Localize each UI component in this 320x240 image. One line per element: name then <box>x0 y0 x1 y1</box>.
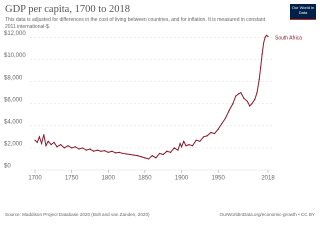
point <box>264 36 266 39</box>
point <box>180 146 183 148</box>
point <box>45 145 47 147</box>
point <box>122 152 124 155</box>
point <box>155 157 157 159</box>
y-tick-label: $10,000 <box>4 53 26 59</box>
point <box>67 145 69 147</box>
x-tick-label: 1800 <box>102 176 116 182</box>
source: Source: Maddison Project Database 2020 (… <box>5 212 150 217</box>
point <box>191 145 194 147</box>
point <box>114 152 117 154</box>
point <box>258 78 260 81</box>
page: GDP per capita, 1700 to 2018 This data i… <box>4 4 316 217</box>
point <box>173 147 175 149</box>
point <box>238 93 240 95</box>
x-tick-label: 1850 <box>138 176 152 182</box>
point <box>243 97 245 99</box>
point <box>82 147 84 149</box>
point <box>40 142 43 145</box>
point <box>213 132 216 135</box>
point <box>162 153 164 156</box>
x-tick-label: 1700 <box>28 176 42 182</box>
series-line <box>34 34 269 160</box>
point <box>260 66 262 68</box>
point <box>199 140 201 142</box>
y-tick-label: $2,000 <box>4 141 23 147</box>
point <box>188 144 190 146</box>
point <box>217 128 219 130</box>
point <box>254 98 256 100</box>
point <box>183 140 185 142</box>
x-tick-label: 2018 <box>261 176 275 182</box>
point <box>118 151 120 153</box>
credit[interactable]: OurWorldInData.org/economic-growth • CC … <box>219 212 315 217</box>
point <box>129 153 131 156</box>
point <box>107 151 109 153</box>
point <box>251 103 253 105</box>
point <box>240 92 242 94</box>
point <box>158 152 161 155</box>
x-tick-label: 1900 <box>175 176 189 182</box>
point <box>210 131 212 134</box>
point <box>144 157 146 159</box>
point <box>60 144 62 146</box>
chart-title: GDP per capita, 1700 to 2018 <box>5 4 131 15</box>
point <box>140 156 142 158</box>
point <box>202 136 205 138</box>
point <box>50 144 52 146</box>
point <box>38 136 40 138</box>
y-tick-label: $12,000 <box>4 31 26 37</box>
point <box>133 154 135 156</box>
point <box>71 147 73 149</box>
point <box>63 147 65 149</box>
point <box>53 141 55 143</box>
point <box>43 134 45 136</box>
x-tick-label: 1950 <box>211 176 225 182</box>
point <box>111 150 113 152</box>
point <box>104 150 106 152</box>
point <box>246 100 249 103</box>
point <box>166 150 168 152</box>
point <box>195 139 197 141</box>
y-tick-label: $4,000 <box>4 119 23 125</box>
point <box>151 155 153 157</box>
point <box>34 139 36 141</box>
y-tick-label: $8,000 <box>4 75 23 81</box>
point <box>235 95 237 97</box>
point <box>224 117 227 119</box>
point <box>228 109 230 111</box>
point <box>267 35 269 38</box>
x-tick-label: 1750 <box>65 176 79 182</box>
point <box>179 142 181 145</box>
point <box>36 141 38 143</box>
y-tick-label: $6,000 <box>4 97 23 103</box>
point <box>177 149 179 151</box>
point <box>206 135 208 137</box>
point <box>221 123 223 125</box>
point <box>261 53 263 55</box>
point <box>78 148 80 150</box>
point <box>147 158 150 160</box>
chart-subtitle: This data is adjusted for differences in… <box>5 17 266 30</box>
point <box>256 92 258 94</box>
point <box>136 155 139 157</box>
point <box>125 153 128 155</box>
point <box>232 103 234 105</box>
point <box>96 149 98 151</box>
y-tick-label: $0 <box>4 164 11 170</box>
point <box>249 105 251 107</box>
point <box>100 150 102 152</box>
point <box>185 145 187 147</box>
point <box>89 148 91 150</box>
point <box>169 151 172 153</box>
point <box>265 34 268 36</box>
point <box>93 150 95 152</box>
point <box>263 42 265 44</box>
logo[interactable]: Our World in Data <box>290 4 316 20</box>
series-label: South Africa <box>275 36 302 42</box>
point <box>56 146 58 148</box>
chart: $0 $2,000 $4,000 $6,000 $8,000 $10,000 $12,000… <box>4 31 302 182</box>
point <box>47 140 49 142</box>
point <box>74 146 76 148</box>
point <box>85 149 87 151</box>
